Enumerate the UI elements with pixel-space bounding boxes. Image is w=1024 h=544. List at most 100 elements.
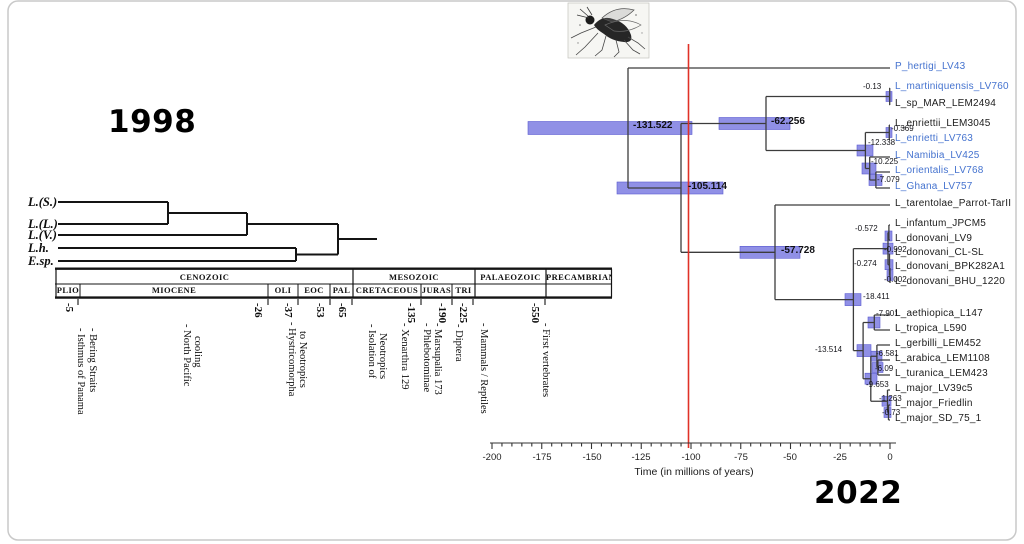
- axis-tick-label: -150: [582, 452, 602, 463]
- tip-label: L_major_SD_75_1: [895, 413, 982, 424]
- timescale-annotation: - Isthmus of Panama: [75, 328, 86, 415]
- timescale-annotation: - Marsupalia 173: [432, 323, 443, 395]
- timescale-tick-value: -135: [405, 303, 417, 324]
- sandfly-image: [567, 2, 650, 59]
- timescale-tick-value: -37: [282, 303, 294, 318]
- tip-label: L_tropica_L590: [895, 323, 967, 334]
- era-cell: CENOZOIC: [179, 272, 230, 282]
- axis-tick-label: -25: [833, 452, 847, 463]
- node-age-label: -131.522: [633, 120, 673, 131]
- node-age-label: -0.992: [884, 245, 907, 254]
- period-cell: PAL: [332, 285, 351, 295]
- timescale-annotation: - Phlebotominae: [421, 323, 432, 393]
- era-cell: PALAEOZOIC: [480, 272, 541, 282]
- node-age-label: -10.225: [871, 157, 899, 166]
- era-cell: PRECAMBRIAN: [546, 272, 612, 282]
- timescale-annotation: cooling: [192, 336, 203, 368]
- axis-tick-label: -200: [482, 452, 502, 463]
- period-cell: CRETACEOUS: [355, 285, 419, 295]
- taxon-label: L.(V.): [28, 228, 57, 242]
- timescale-tick-value: -190: [436, 303, 448, 324]
- year-label-1998: 1998: [108, 104, 197, 140]
- sandfly-legs: [570, 26, 646, 58]
- axis-tick-label: -100: [681, 452, 701, 463]
- timescale-tick-value: -225: [457, 303, 469, 324]
- tip-label: L_major_LV39c5: [895, 383, 973, 394]
- timescale-annotation: - Mammals / Reptiles: [478, 323, 489, 414]
- tip-label: L_sp_MAR_LEM2494: [895, 98, 997, 109]
- timescale-annotation: - Xenarthra 129: [399, 323, 410, 390]
- timescale-table: [55, 267, 613, 305]
- hpd-bar: [527, 121, 693, 135]
- tip-label: L_donovani_LV9: [895, 233, 973, 244]
- timescale-annotation: - Isolation of: [366, 324, 377, 379]
- taxon-label: L.h.: [28, 241, 49, 255]
- node-age-label: -105.114: [688, 181, 727, 192]
- node-age-label: -0.274: [854, 259, 877, 268]
- tip-label: L_major_Friedlin: [895, 398, 973, 409]
- slide-frame: [7, 0, 1017, 541]
- node-age-label: -57.728: [781, 245, 815, 256]
- node-age-label: -0.572: [855, 224, 878, 233]
- tip-label: L_enrietti_LV763: [895, 133, 974, 144]
- tip-label: L_donovani_BHU_1220: [895, 276, 1005, 287]
- tip-label: L_arabica_LEM1108: [895, 353, 990, 364]
- tip-label: L_Namibia_LV425: [895, 150, 980, 161]
- node-age-label: -1.263: [879, 394, 902, 403]
- tip-label: L_donovani_CL-SL: [895, 247, 984, 258]
- taxon-label: L.(L.): [28, 217, 58, 231]
- tip-label: L_gerbilli_LEM452: [895, 338, 982, 349]
- timescale-tick-value: -5: [63, 303, 75, 313]
- period-cell: OLI: [274, 285, 292, 295]
- tip-label: P_hertigi_LV43: [895, 61, 966, 72]
- timescale-tick-value: -26: [252, 303, 264, 318]
- timescale-annotation: - Hystricomorpha: [286, 322, 297, 397]
- timescale-annotation: - Bering Straits: [87, 328, 98, 393]
- tip-label: L_tarentolae_Parrot-TarII: [895, 198, 1012, 209]
- node-age-label: -7.901: [876, 309, 899, 318]
- node-age-label: -6.09: [875, 364, 894, 373]
- tip-label: L_martiniquensis_LV760: [895, 81, 1009, 92]
- period-cell: JURAS: [421, 285, 452, 295]
- axis-tick-label: 0: [887, 452, 893, 463]
- axis-tick-label: -50: [783, 452, 797, 463]
- timescale-annotation: - Diptera: [453, 324, 464, 362]
- node-age-label: -0.369: [891, 124, 914, 133]
- tip-label: L_donovani_BPK282A1: [895, 261, 1006, 272]
- hpd-bars: [527, 91, 894, 418]
- tree-1998-branches: [58, 201, 377, 262]
- timescale-annotation: - North Pacific: [181, 324, 192, 387]
- axis-tick-label: -175: [532, 452, 552, 463]
- tree-2022-branches: [627, 67, 891, 421]
- node-age-label: -12.338: [868, 138, 896, 147]
- node-age-label: -62.256: [771, 116, 805, 127]
- time-axis: [490, 442, 896, 449]
- period-cell: EOC: [304, 285, 324, 295]
- tip-label: L_aethiopica_L147: [895, 308, 983, 319]
- tip-label: L_orientalis_LV768: [895, 165, 984, 176]
- timescale-annotation: Neotropics: [377, 333, 388, 380]
- taxon-label: L.(S.): [28, 195, 58, 209]
- axis-title: Time (in millions of years): [634, 466, 754, 478]
- year-label-2022: 2022: [814, 475, 903, 511]
- tip-label: L_turanica_LEM423: [895, 368, 988, 379]
- node-age-label: -7.079: [877, 175, 900, 184]
- node-age-label: -18.411: [863, 292, 890, 301]
- node-age-label: -0.73: [882, 408, 901, 417]
- period-cell: PLIO: [56, 285, 80, 295]
- timescale-annotation: to Neotropics: [297, 331, 308, 388]
- node-age-label: -0.13: [863, 82, 882, 91]
- node-age-label: -13.514: [815, 345, 843, 354]
- era-cell: MESOZOIC: [389, 272, 439, 282]
- axis-tick-label: -75: [734, 452, 748, 463]
- timescale-annotation: - First vertebrates: [540, 323, 551, 398]
- timescale-tick-value: -65: [336, 303, 348, 318]
- axis-tick-label: -125: [631, 452, 651, 463]
- timescale-tick-value: -53: [314, 303, 326, 318]
- node-age-label: -6.581: [876, 349, 899, 358]
- timescale-tick-value: -550: [529, 303, 541, 324]
- taxon-label: E.sp.: [28, 254, 54, 268]
- period-cell: MIOCENE: [151, 285, 197, 295]
